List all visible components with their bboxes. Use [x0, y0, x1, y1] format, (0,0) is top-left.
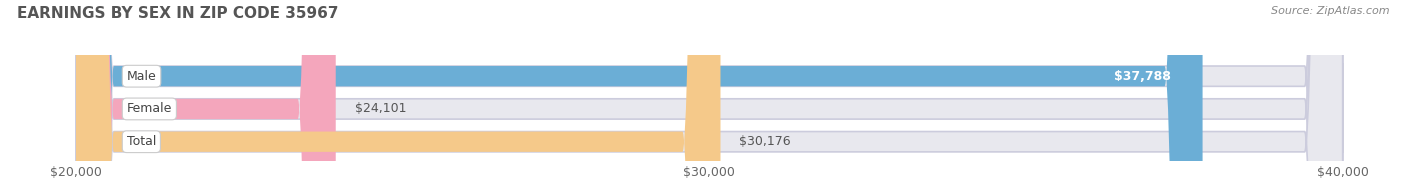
- FancyBboxPatch shape: [76, 0, 1343, 196]
- Text: EARNINGS BY SEX IN ZIP CODE 35967: EARNINGS BY SEX IN ZIP CODE 35967: [17, 6, 339, 21]
- Text: Total: Total: [127, 135, 156, 148]
- FancyBboxPatch shape: [76, 0, 1202, 196]
- Text: Male: Male: [127, 70, 156, 83]
- Text: $30,176: $30,176: [740, 135, 792, 148]
- Text: Female: Female: [127, 103, 172, 115]
- Text: $24,101: $24,101: [354, 103, 406, 115]
- FancyBboxPatch shape: [76, 0, 1343, 196]
- FancyBboxPatch shape: [76, 0, 720, 196]
- FancyBboxPatch shape: [76, 0, 336, 196]
- FancyBboxPatch shape: [76, 0, 1343, 196]
- Text: Source: ZipAtlas.com: Source: ZipAtlas.com: [1271, 6, 1389, 16]
- Text: $37,788: $37,788: [1114, 70, 1171, 83]
